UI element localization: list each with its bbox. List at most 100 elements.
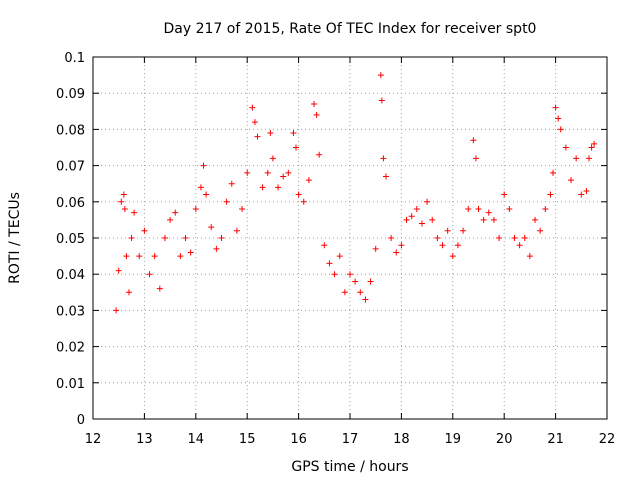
data-point	[120, 191, 127, 198]
data-point	[568, 177, 575, 184]
data-point	[228, 180, 235, 187]
data-point	[591, 140, 598, 147]
axis-ticks	[92, 56, 608, 420]
x-tick-labels: 12 13 14 15 16 17 18 19 20 21 22	[85, 432, 616, 447]
data-point	[526, 253, 533, 260]
data-point	[254, 133, 261, 140]
data-point	[233, 227, 240, 234]
data-point	[285, 169, 292, 176]
data-point	[280, 173, 287, 180]
data-point	[239, 206, 246, 213]
data-point	[197, 184, 204, 191]
data-point	[501, 191, 508, 198]
data-point	[161, 235, 168, 241]
data-point	[555, 115, 562, 122]
y-tick-label: 0.1	[64, 51, 85, 66]
data-point	[465, 206, 472, 213]
data-point	[259, 184, 266, 191]
data-point	[454, 242, 461, 249]
data-point	[208, 224, 215, 231]
x-tick-label: 15	[239, 432, 256, 447]
data-point	[192, 206, 199, 213]
y-tick-label: 0.04	[56, 268, 85, 283]
data-point	[290, 130, 297, 137]
x-tick-label: 20	[496, 432, 513, 447]
data-point	[131, 209, 138, 216]
data-point	[424, 198, 431, 205]
data-point	[352, 278, 359, 285]
data-point	[380, 155, 387, 162]
data-point	[336, 253, 343, 260]
data-point	[552, 104, 559, 111]
data-point	[583, 187, 590, 194]
y-tick-label: 0.02	[56, 341, 85, 356]
x-axis-label: GPS time / hours	[291, 459, 408, 475]
y-tick-label: 0.07	[56, 160, 85, 175]
data-point	[398, 242, 405, 249]
data-point	[316, 151, 323, 158]
y-tick-label: 0.05	[56, 232, 85, 247]
data-point	[496, 235, 503, 241]
data-point	[490, 216, 497, 223]
data-point	[578, 191, 585, 198]
data-point	[378, 97, 385, 104]
x-tick-label: 12	[85, 432, 102, 447]
data-point	[213, 245, 220, 252]
data-point	[341, 289, 348, 296]
data-point	[408, 213, 415, 220]
data-point	[172, 209, 179, 216]
data-point	[136, 253, 143, 260]
data-point	[434, 235, 441, 241]
data-point	[449, 253, 456, 260]
data-point	[249, 104, 256, 111]
data-point	[293, 144, 300, 151]
data-point	[187, 249, 194, 256]
data-point	[123, 253, 130, 260]
data-point	[439, 242, 446, 249]
data-point	[156, 285, 163, 292]
data-point	[377, 72, 384, 79]
data-point	[347, 271, 353, 278]
data-point	[460, 227, 467, 234]
data-point	[146, 271, 153, 278]
data-point	[311, 101, 318, 108]
y-tick-label: 0.08	[56, 123, 85, 138]
data-point	[516, 242, 523, 249]
data-point	[128, 235, 135, 241]
data-point	[251, 119, 258, 126]
y-tick-label: 0.09	[56, 87, 85, 102]
data-point	[382, 173, 389, 180]
data-point	[200, 162, 207, 169]
data-point	[113, 307, 120, 314]
data-point	[326, 260, 333, 267]
data-point	[362, 296, 369, 303]
data-point	[177, 253, 184, 260]
data-point	[470, 137, 477, 144]
data-point	[480, 216, 487, 223]
data-point	[542, 206, 549, 213]
data-point	[300, 198, 307, 205]
data-point	[372, 245, 379, 252]
data-point	[550, 169, 557, 176]
data-point	[203, 191, 210, 198]
data-point	[167, 216, 174, 223]
data-point	[267, 130, 274, 137]
data-points	[113, 72, 598, 314]
data-point	[269, 155, 276, 162]
data-point	[472, 155, 479, 162]
y-tick-label: 0.06	[56, 196, 85, 211]
x-tick-label: 19	[445, 432, 462, 447]
data-point	[125, 289, 132, 296]
data-point	[388, 235, 395, 241]
data-point	[295, 191, 302, 198]
x-tick-label: 17	[342, 432, 359, 447]
data-point	[357, 289, 364, 296]
x-tick-label: 21	[547, 432, 564, 447]
data-point	[182, 235, 189, 241]
chart-title: Day 217 of 2015, Rate Of TEC Index for r…	[164, 21, 537, 37]
data-point	[121, 206, 128, 213]
data-point	[547, 191, 554, 198]
data-point	[532, 216, 539, 223]
data-point	[429, 216, 436, 223]
